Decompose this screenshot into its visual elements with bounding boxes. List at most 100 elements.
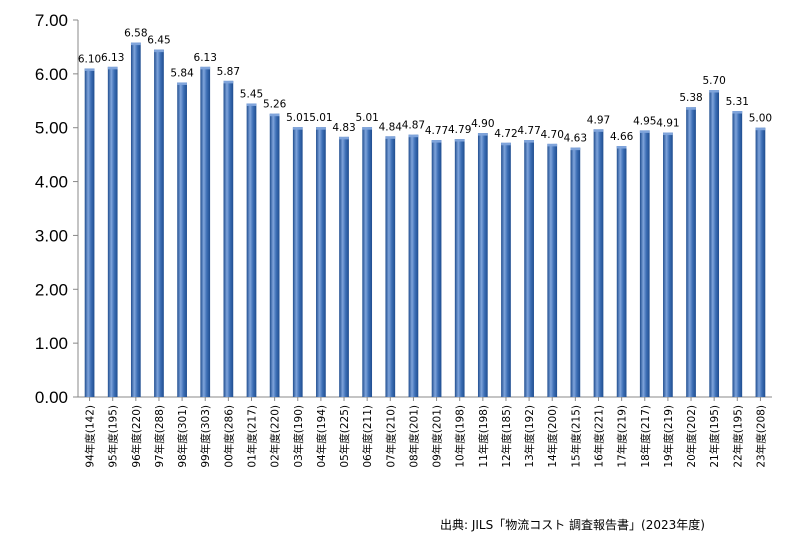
data-label: 6.58 xyxy=(124,28,147,40)
x-tick-label: 12年度(185) xyxy=(500,405,513,468)
x-tick-label: 05年度(225) xyxy=(338,405,351,468)
bar-cap xyxy=(84,68,95,71)
data-label: 4.72 xyxy=(494,128,517,140)
x-tick-label: 22年度(195) xyxy=(731,405,744,468)
source-note: 出典: JILS「物流コスト 調査報告書」(2023年度) xyxy=(440,518,705,532)
x-tick-label: 96年度(220) xyxy=(130,405,143,468)
bar xyxy=(501,142,511,397)
data-label: 4.79 xyxy=(448,124,471,136)
x-tick-label: 07年度(210) xyxy=(384,405,397,468)
bar xyxy=(547,143,558,397)
x-tick-label: 14年度(200) xyxy=(546,405,559,468)
data-label: 4.77 xyxy=(517,125,540,137)
y-tick-label: 7.00 xyxy=(35,11,68,30)
x-tick-label: 13年度(192) xyxy=(523,405,536,468)
bar xyxy=(154,49,164,397)
bar-cap xyxy=(593,129,604,132)
bar xyxy=(223,80,234,397)
bar xyxy=(316,127,326,397)
data-label: 4.83 xyxy=(332,122,355,134)
bar xyxy=(431,140,442,397)
bar xyxy=(408,134,419,398)
bar xyxy=(362,127,373,397)
data-label: 4.87 xyxy=(402,120,425,132)
x-tick-label: 97年度(288) xyxy=(153,405,166,468)
x-tick-label: 18年度(217) xyxy=(639,405,652,468)
bar-cap xyxy=(246,103,257,106)
y-tick-label: 1.00 xyxy=(35,334,68,353)
x-axis-labels: 94年度(142) 95年度(195) 96年度(220) 97年度(288) 98年度… xyxy=(84,397,767,468)
bar-cap xyxy=(292,127,303,130)
bar-cap xyxy=(570,147,581,151)
bar xyxy=(755,127,766,397)
data-label: 6.13 xyxy=(194,52,217,64)
bar-cap xyxy=(501,142,511,146)
bar-cap xyxy=(154,49,164,53)
bar-cap xyxy=(431,140,442,143)
x-tick-label: 02年度(220) xyxy=(269,405,282,468)
data-label: 4.84 xyxy=(379,121,403,133)
data-label: 4.66 xyxy=(610,131,634,143)
x-tick-label: 03年度(190) xyxy=(292,405,305,468)
x-tick-label: 19年度(219) xyxy=(662,405,675,468)
bar xyxy=(107,66,118,397)
bar xyxy=(84,68,95,397)
bar xyxy=(200,66,211,397)
bar-cap xyxy=(755,127,766,131)
data-labels: 6.10 6.136.586.455.846.135.875.455.265.01… xyxy=(78,28,772,145)
bar-cap xyxy=(616,146,627,149)
x-tick-label: 95年度(195) xyxy=(107,405,120,468)
bar xyxy=(269,113,280,397)
bar xyxy=(524,140,534,397)
x-tick-label: 99年度(303) xyxy=(199,405,212,468)
x-tick-label: 11年度(198) xyxy=(477,405,490,468)
bar-cap xyxy=(223,80,234,84)
data-label: 5.00 xyxy=(749,113,772,125)
data-label: 5.87 xyxy=(217,66,240,78)
x-tick-label: 17年度(219) xyxy=(616,405,629,468)
x-tick-label: 09年度(201) xyxy=(431,405,444,468)
bar xyxy=(246,103,257,397)
y-tick-label: 0.00 xyxy=(35,388,68,407)
x-tick-label: 94年度(142) xyxy=(84,405,97,468)
data-label: 4.97 xyxy=(587,114,610,126)
bar-cap xyxy=(177,82,187,85)
data-label: 6.10 xyxy=(78,53,101,65)
y-tick-label: 2.00 xyxy=(35,280,68,299)
bar-cap xyxy=(339,136,349,140)
x-tick-label: 10年度(198) xyxy=(454,405,467,468)
data-label: 5.31 xyxy=(726,96,749,108)
data-label: 5.26 xyxy=(263,99,287,111)
bar xyxy=(454,139,465,397)
chart-axes xyxy=(77,20,772,398)
bar-cap xyxy=(732,111,743,114)
bar-cap xyxy=(663,132,673,136)
x-tick-label: 00年度(286) xyxy=(222,405,235,468)
bar-cap xyxy=(316,127,326,130)
bar-cap xyxy=(524,140,534,143)
data-label: 4.95 xyxy=(633,115,656,127)
x-tick-label: 06年度(211) xyxy=(361,405,374,468)
bar-cap xyxy=(362,127,373,130)
data-label: 5.45 xyxy=(240,88,263,100)
y-tick-label: 3.00 xyxy=(35,226,68,245)
data-label: 6.45 xyxy=(147,35,170,47)
bar-cap xyxy=(269,113,280,117)
y-tick-label: 5.00 xyxy=(35,119,68,138)
y-axis-ticks: 0.00 1.00 2.00 3.00 4.00 5.00 6.00 7.00 xyxy=(35,11,78,407)
bar xyxy=(732,111,743,398)
x-tick-label: 20年度(202) xyxy=(685,405,698,468)
bar-cap xyxy=(107,66,118,70)
bar xyxy=(385,136,396,397)
data-label: 4.90 xyxy=(471,118,494,130)
x-tick-label: 21年度(195) xyxy=(708,405,721,468)
x-tick-label: 23年度(208) xyxy=(754,405,767,468)
x-tick-label: 15年度(215) xyxy=(569,405,582,468)
x-tick-label: 01年度(217) xyxy=(246,405,259,468)
data-label: 5.01 xyxy=(286,112,309,124)
bar xyxy=(570,147,581,397)
bar-cap xyxy=(130,42,141,46)
data-label: 4.70 xyxy=(541,129,564,141)
y-tick-label: 4.00 xyxy=(35,173,68,192)
